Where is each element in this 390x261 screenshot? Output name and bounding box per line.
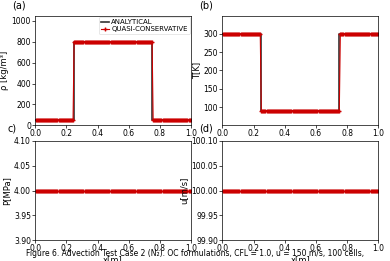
ANALYTICAL	[33, 118, 37, 122]
QUASI-CONSERVATIVE	[33, 118, 38, 122]
QUASI-CONSERVATIVE	[142, 40, 146, 43]
Text: Figure 6. Advection Test Case 2 (N₂). OC formulations, CFL = 1.0, u = 150 m/s, 1: Figure 6. Advection Test Case 2 (N₂). OC…	[26, 250, 364, 258]
ANALYTICAL	[150, 40, 154, 43]
QUASI-CONSERVATIVE	[85, 40, 90, 43]
Y-axis label: ρ [kg/m³]: ρ [kg/m³]	[0, 51, 9, 90]
QUASI-CONSERVATIVE	[188, 118, 193, 122]
X-axis label: x[m]: x[m]	[291, 255, 310, 261]
QUASI-CONSERVATIVE	[96, 40, 100, 43]
Legend: ANALYTICAL, QUASI-CONSERVATIVE: ANALYTICAL, QUASI-CONSERVATIVE	[99, 17, 190, 34]
QUASI-CONSERVATIVE	[162, 118, 167, 122]
QUASI-CONSERVATIVE	[122, 40, 126, 43]
QUASI-CONSERVATIVE	[115, 40, 120, 43]
Line: QUASI-CONSERVATIVE: QUASI-CONSERVATIVE	[33, 39, 193, 122]
Line: ANALYTICAL: ANALYTICAL	[35, 42, 191, 120]
QUASI-CONSERVATIVE	[72, 40, 76, 43]
Text: c): c)	[7, 123, 16, 133]
X-axis label: x[m]: x[m]	[291, 140, 310, 149]
X-axis label: x[m]: x[m]	[103, 140, 123, 149]
Y-axis label: u[m/s]: u[m/s]	[180, 177, 189, 204]
Y-axis label: T[K]: T[K]	[192, 62, 201, 79]
Text: (d): (d)	[199, 123, 213, 133]
ANALYTICAL	[72, 40, 76, 43]
Text: (a): (a)	[12, 0, 25, 10]
X-axis label: x[m]: x[m]	[103, 255, 123, 261]
Y-axis label: P[MPa]: P[MPa]	[2, 176, 11, 205]
Text: (b): (b)	[199, 0, 213, 10]
ANALYTICAL	[72, 118, 76, 122]
ANALYTICAL	[189, 118, 193, 122]
ANALYTICAL	[150, 118, 154, 122]
